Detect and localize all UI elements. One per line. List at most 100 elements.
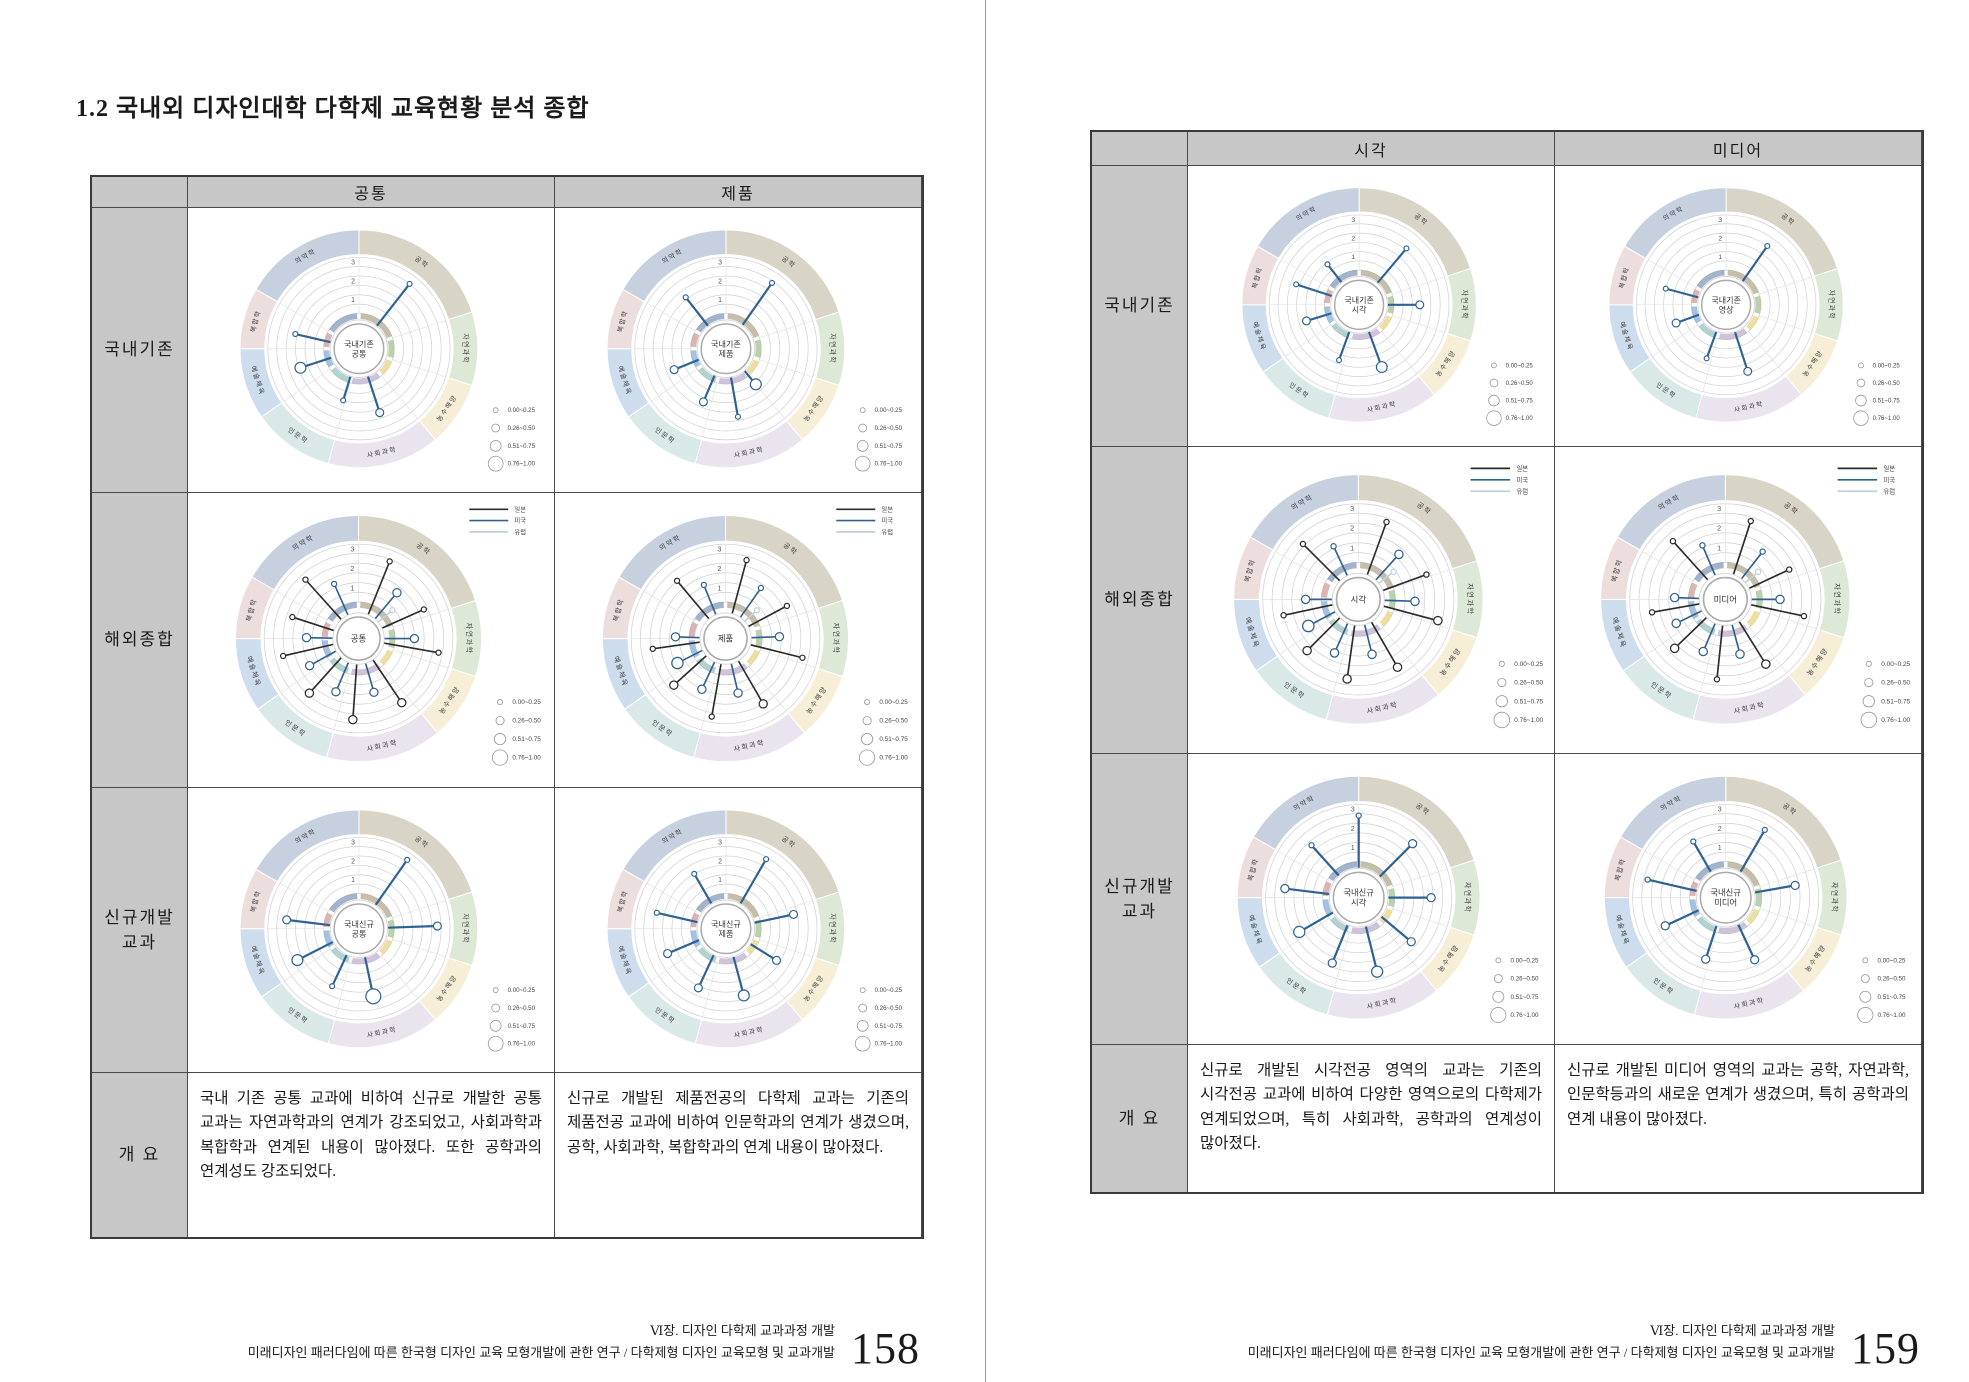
footer-chapter: Ⅵ장. 디자인 다학제 교과과정 개발 <box>650 1322 835 1338</box>
chart-cell: 공학 자연과학 농수해양 사회과학 인문학 예술체육 복합학 의약학 1 2 3 국내기존 제품 0.00… <box>555 208 921 492</box>
radar-chart-domestic-video: 공학자연과학농수해양사회과학인문학예술체육복합학의약학123국내기존영상0.00… <box>1608 187 1900 427</box>
svg-text:영상: 영상 <box>1718 305 1733 315</box>
svg-text:3: 3 <box>351 840 355 847</box>
svg-text:0.26~0.50: 0.26~0.50 <box>1510 976 1539 983</box>
svg-text:3: 3 <box>1717 504 1721 513</box>
footer-study-title: 미래디자인 패러다임에 따른 한국형 디자인 교육 모형개발에 관한 연구 / … <box>1247 1344 1835 1360</box>
svg-text:2: 2 <box>1717 523 1721 532</box>
overview-text-visual: 신규로 개발된 시각전공 영역의 교과는 기존의 시각전공 교과에 비하여 다양… <box>1188 1045 1554 1192</box>
svg-text:자연과학: 자연과학 <box>828 334 837 365</box>
analysis-table-right: 시각 미디어 국내기존 공학 자연과학 농수해양 사회과학 인문학 예술체육 복합학 의약학 1… <box>1090 130 1924 1194</box>
row-header-domestic-existing: 국내기존 <box>1092 166 1187 446</box>
svg-text:0.76~1.00: 0.76~1.00 <box>507 461 535 468</box>
footer-chapter: Ⅵ장. 디자인 다학제 교과과정 개발 <box>1650 1322 1835 1338</box>
svg-text:1: 1 <box>1351 254 1355 261</box>
row-header-domestic-existing: 국내기존 <box>92 208 187 492</box>
svg-text:1: 1 <box>350 585 354 593</box>
svg-text:0.51~0.75: 0.51~0.75 <box>507 1023 535 1030</box>
svg-text:3: 3 <box>1350 806 1354 814</box>
chart-cell: 공학 자연과학 농수해양 사회과학 인문학 예술체육 복합학 의약학 1 2 3 국내기존 공통 0.00… <box>188 208 554 492</box>
svg-text:0.00~0.25: 0.00~0.25 <box>1881 660 1910 667</box>
radar-chart-domestic-visual: 공학자연과학농수해양사회과학인문학예술체육복합학의약학123국내기존시각0.00… <box>1241 187 1533 427</box>
radar-chart-overseas-product: 공학자연과학농수해양사회과학인문학예술체육복합학의약학123제품0.00~0.2… <box>601 505 908 767</box>
svg-text:0.51~0.75: 0.51~0.75 <box>874 443 902 450</box>
svg-text:0.76~1.00: 0.76~1.00 <box>1881 717 1910 724</box>
svg-text:2: 2 <box>351 859 355 866</box>
svg-text:제품: 제품 <box>718 930 733 939</box>
svg-text:0.51~0.75: 0.51~0.75 <box>1872 399 1900 405</box>
row-header-overview: 개 요 <box>92 1073 187 1237</box>
svg-text:자연과학: 자연과학 <box>1833 583 1842 615</box>
column-header-visual: 시각 <box>1188 132 1554 165</box>
svg-text:시각: 시각 <box>1351 305 1366 315</box>
svg-text:2: 2 <box>1718 236 1722 243</box>
row-header-overview: 개 요 <box>1092 1045 1187 1192</box>
radar-chart-new-media: 공학자연과학농수해양사회과학인문학예술체육복합학의약학123국내신규미디어0.0… <box>1603 776 1906 1024</box>
svg-text:0.51~0.75: 0.51~0.75 <box>879 737 908 744</box>
svg-text:공통: 공통 <box>351 930 366 939</box>
svg-text:국내신규: 국내신규 <box>1710 888 1741 898</box>
svg-text:1: 1 <box>718 877 722 884</box>
chart-cell: 공학 자연과학 농수해양 사회과학 인문학 예술체육 복합학 의약학 1 2 3 시각 0.00~0.2… <box>1188 447 1554 753</box>
svg-text:0.00~0.25: 0.00~0.25 <box>1877 958 1906 965</box>
svg-text:1: 1 <box>1717 844 1721 852</box>
svg-text:유럽: 유럽 <box>1516 486 1528 495</box>
svg-text:0.76~1.00: 0.76~1.00 <box>507 1041 535 1048</box>
chart-cell: 공학 자연과학 농수해양 사회과학 인문학 예술체육 복합학 의약학 1 2 3 미디어 0.00~0.… <box>1555 447 1921 753</box>
corner-cell <box>92 177 187 207</box>
radar-chart-new-visual: 공학자연과학농수해양사회과학인문학예술체육복합학의약학123국내신규시각0.00… <box>1236 776 1539 1024</box>
svg-text:0.76~1.00: 0.76~1.00 <box>874 1041 902 1048</box>
svg-text:1: 1 <box>351 297 355 304</box>
svg-text:0.51~0.75: 0.51~0.75 <box>1514 698 1543 705</box>
svg-text:자연과학: 자연과학 <box>832 623 841 655</box>
svg-text:유럽: 유럽 <box>1883 486 1895 495</box>
svg-text:자연과학: 자연과학 <box>1466 583 1475 615</box>
svg-text:0.26~0.50: 0.26~0.50 <box>507 425 535 432</box>
chart-cell: 공학 자연과학 농수해양 사회과학 인문학 예술체육 복합학 의약학 1 2 3 제품 0.00~0.2… <box>555 493 921 787</box>
radar-chart-domestic-common: 공학자연과학농수해양사회과학인문학예술체육복합학의약학123국내기존공통0.00… <box>239 229 535 472</box>
svg-text:공통: 공통 <box>350 634 366 644</box>
svg-text:0.00~0.25: 0.00~0.25 <box>879 700 908 707</box>
svg-text:0.00~0.25: 0.00~0.25 <box>874 987 902 994</box>
svg-text:0.76~1.00: 0.76~1.00 <box>874 461 902 468</box>
svg-text:0.00~0.25: 0.00~0.25 <box>1505 364 1533 370</box>
row-header-new-curriculum: 신규개발 교과 <box>1092 754 1187 1044</box>
analysis-table-left: 공통 제품 국내기존 공학 자연과학 농수해양 사회과학 인문학 예술체육 복합학 의약학 1 2… <box>90 175 924 1239</box>
svg-text:2: 2 <box>718 279 722 286</box>
svg-text:3: 3 <box>1717 806 1721 814</box>
svg-text:일본: 일본 <box>1516 463 1528 472</box>
svg-text:자연과학: 자연과학 <box>461 914 470 945</box>
svg-text:0.76~1.00: 0.76~1.00 <box>512 755 541 762</box>
svg-text:유럽: 유럽 <box>514 527 526 536</box>
svg-text:0.51~0.75: 0.51~0.75 <box>1877 994 1906 1001</box>
chart-cell: 공학 자연과학 농수해양 사회과학 인문학 예술체육 복합학 의약학 1 2 3 국내기존 영상 0.00… <box>1555 166 1921 446</box>
svg-text:3: 3 <box>350 546 354 554</box>
page-number: 158 <box>851 1324 920 1374</box>
svg-text:2: 2 <box>1350 523 1354 532</box>
svg-text:2: 2 <box>1350 825 1354 833</box>
overview-text-media: 신규로 개발된 미디어 영역의 교과는 공학, 자연과학, 인문학등과의 새로운… <box>1555 1045 1921 1192</box>
footer-left: Ⅵ장. 디자인 다학제 교과과정 개발 미래디자인 패러다임에 따른 한국형 디… <box>90 1298 920 1374</box>
svg-text:1: 1 <box>718 297 722 304</box>
svg-text:자연과학: 자연과학 <box>1463 882 1472 913</box>
svg-text:0.26~0.50: 0.26~0.50 <box>874 1005 902 1012</box>
chart-cell: 공학 자연과학 농수해양 사회과학 인문학 예술체육 복합학 의약학 1 2 3 국내신규 제품 0.00… <box>555 788 921 1072</box>
svg-text:2: 2 <box>717 565 721 573</box>
svg-text:일본: 일본 <box>881 505 893 514</box>
page-title: 1.2 국내외 디자인대학 다학제 교육현황 분석 종합 <box>76 96 590 122</box>
svg-text:국내신규: 국내신규 <box>344 920 374 929</box>
svg-text:0.00~0.25: 0.00~0.25 <box>507 407 535 414</box>
page-number: 159 <box>1851 1324 1920 1374</box>
svg-text:0.26~0.50: 0.26~0.50 <box>1877 976 1906 983</box>
svg-text:0.00~0.25: 0.00~0.25 <box>512 700 541 707</box>
svg-text:국내기존: 국내기존 <box>711 340 741 349</box>
chart-cell: 공학 자연과학 농수해양 사회과학 인문학 예술체육 복합학 의약학 1 2 3 국내기존 시각 0.00… <box>1188 166 1554 446</box>
svg-text:0.76~1.00: 0.76~1.00 <box>1872 416 1900 422</box>
svg-text:2: 2 <box>351 279 355 286</box>
svg-text:0.26~0.50: 0.26~0.50 <box>1881 679 1910 686</box>
svg-text:제품: 제품 <box>717 634 733 644</box>
svg-text:0.51~0.75: 0.51~0.75 <box>1881 698 1910 705</box>
footer-text: Ⅵ장. 디자인 다학제 교과과정 개발 미래디자인 패러다임에 따른 한국형 디… <box>1248 1320 1835 1370</box>
svg-text:3: 3 <box>718 260 722 267</box>
